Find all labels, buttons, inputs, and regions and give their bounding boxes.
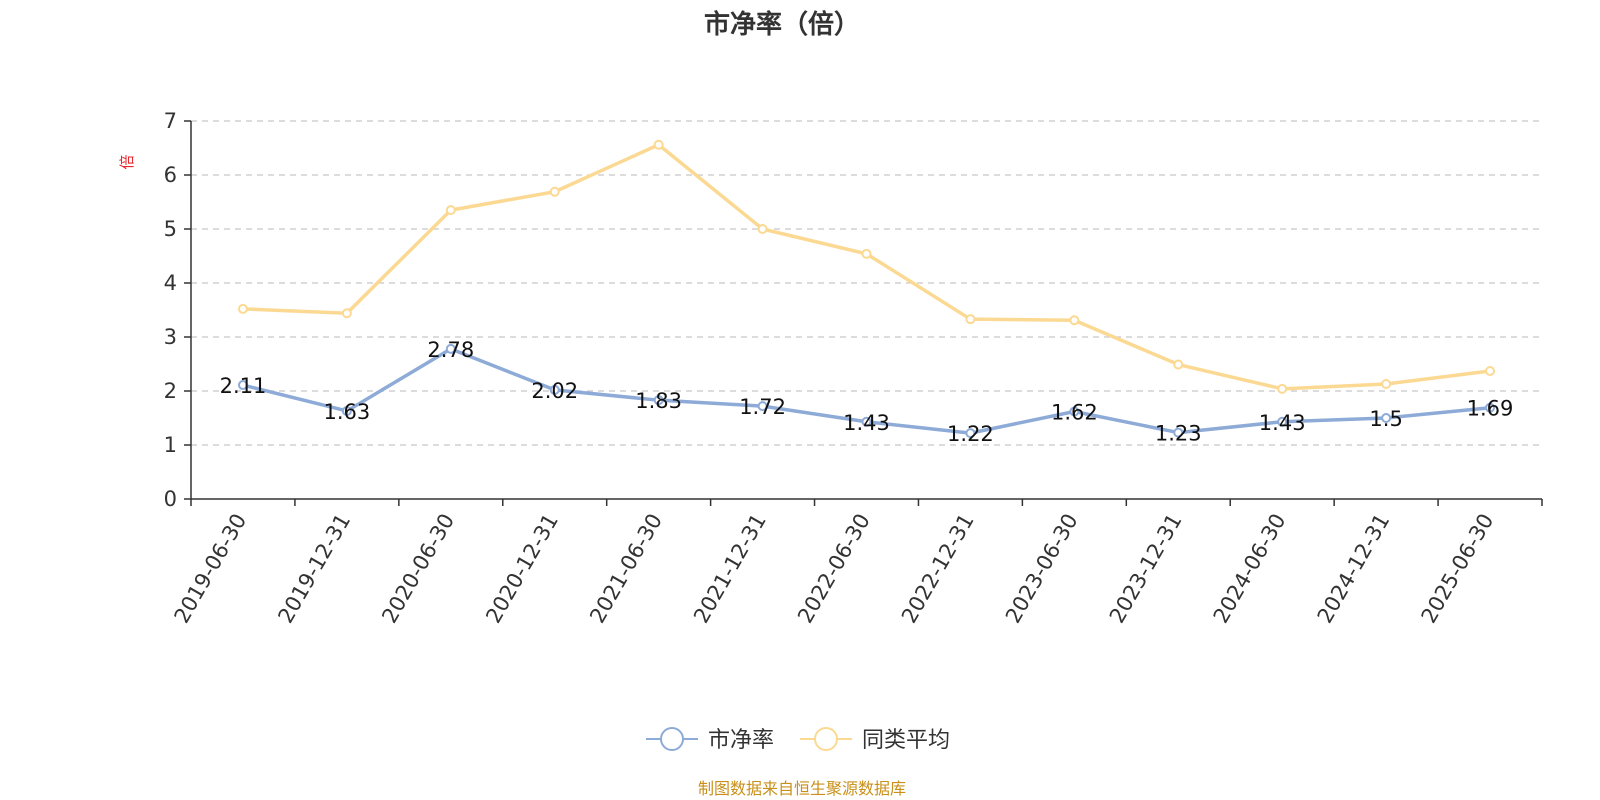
data-point-peer-average[interactable] [341, 308, 352, 319]
y-axis-unit: 倍 [118, 154, 136, 169]
y-tick-label: 3 [164, 325, 177, 349]
x-tick-label: 2021-12-31 [689, 510, 771, 628]
data-point-peer-average[interactable] [1173, 359, 1184, 370]
x-tick-label: 2025-06-30 [1417, 510, 1499, 628]
x-tick-label: 2022-06-30 [793, 510, 875, 628]
axes: 0 1 2 3 4 5 6 7 2019-06-30 2019-12-31 2020-06-30 20… [164, 109, 1543, 628]
legend-marker-peer-average [814, 727, 838, 751]
x-tick-label: 2019-06-30 [169, 510, 251, 628]
grid-lines [191, 120, 1542, 446]
data-label-pb: 1.83 [635, 389, 682, 413]
legend-item-pb[interactable]: 市净率 [646, 727, 774, 753]
data-point-peer-average[interactable] [549, 186, 560, 197]
y-tick-label: 2 [164, 379, 177, 403]
x-tick-label: 2020-12-31 [481, 510, 563, 628]
y-tick-label: 1 [164, 433, 177, 457]
data-label-pb: 1.62 [1051, 401, 1098, 425]
x-tick-label: 2024-12-31 [1313, 510, 1395, 628]
data-point-pb[interactable] [1485, 402, 1496, 413]
data-point-pb[interactable] [549, 384, 560, 395]
data-point-peer-average[interactable] [1277, 383, 1288, 394]
data-point-pb[interactable] [965, 428, 976, 439]
x-tick-label: 2024-06-30 [1209, 510, 1291, 628]
legend-item-peer-average[interactable]: 同类平均 [800, 727, 950, 753]
data-point-pb[interactable] [237, 380, 248, 391]
data-point-peer-average[interactable] [1069, 315, 1080, 326]
data-point-pb[interactable] [861, 416, 872, 427]
legend: 市净率 同类平均 [646, 727, 950, 753]
data-source: 制图数据来自恒生聚源数据库 [698, 779, 906, 798]
data-point-pb[interactable] [445, 343, 456, 354]
legend-label-pb: 市净率 [708, 728, 774, 753]
data-label-pb: 1.22 [947, 422, 994, 446]
y-tick-label: 5 [164, 217, 177, 241]
data-label-pb: 1.23 [1155, 422, 1202, 446]
data-label-pb: 1.63 [324, 400, 371, 424]
x-tick-label: 2019-12-31 [273, 510, 355, 628]
legend-marker-pb [660, 727, 684, 751]
x-tick-label: 2021-06-30 [585, 510, 667, 628]
data-label-pb: 1.72 [739, 395, 786, 419]
data-point-pb[interactable] [1381, 413, 1392, 423]
data-label-pb: 2.78 [427, 338, 474, 362]
data-point-peer-average[interactable] [237, 303, 248, 314]
data-point-pb[interactable] [1277, 416, 1288, 427]
series-lines [237, 139, 1496, 439]
data-label-pb: 1.69 [1467, 397, 1514, 421]
y-tick-label: 7 [164, 109, 177, 133]
data-label-pb: 1.5 [1369, 407, 1402, 431]
data-point-pb[interactable] [1069, 406, 1080, 417]
x-tick-label: 2023-06-30 [1001, 510, 1083, 628]
legend-label-peer-average: 同类平均 [862, 728, 950, 753]
data-point-pb[interactable] [757, 401, 768, 412]
x-tick-label: 2023-12-31 [1105, 510, 1187, 628]
data-point-pb[interactable] [653, 395, 664, 406]
data-label-pb: 2.11 [220, 374, 267, 398]
y-tick-label: 4 [164, 271, 177, 295]
x-tick-label: 2020-06-30 [377, 510, 459, 628]
data-labels: 2.11 1.63 2.78 2.02 1.83 1.72 1.43 1.22 1.62 1.23… [220, 338, 1514, 446]
y-tick-label: 6 [164, 163, 177, 187]
y-tick-label: 0 [164, 487, 177, 511]
data-label-pb: 2.02 [531, 379, 578, 403]
data-point-peer-average[interactable] [757, 224, 768, 234]
x-tick-label: 2022-12-31 [897, 510, 979, 628]
data-point-pb[interactable] [341, 405, 352, 416]
data-point-pb[interactable] [1173, 427, 1184, 438]
data-point-peer-average[interactable] [965, 314, 976, 325]
data-point-peer-average[interactable] [445, 205, 456, 216]
data-label-pb: 1.43 [843, 411, 890, 435]
chart-title: 市净率（倍） [704, 9, 860, 40]
data-point-peer-average[interactable] [1485, 366, 1496, 377]
data-point-peer-average[interactable] [653, 139, 664, 150]
data-point-peer-average[interactable] [861, 248, 872, 259]
data-label-pb: 1.43 [1259, 411, 1306, 435]
data-point-peer-average[interactable] [1381, 378, 1392, 389]
